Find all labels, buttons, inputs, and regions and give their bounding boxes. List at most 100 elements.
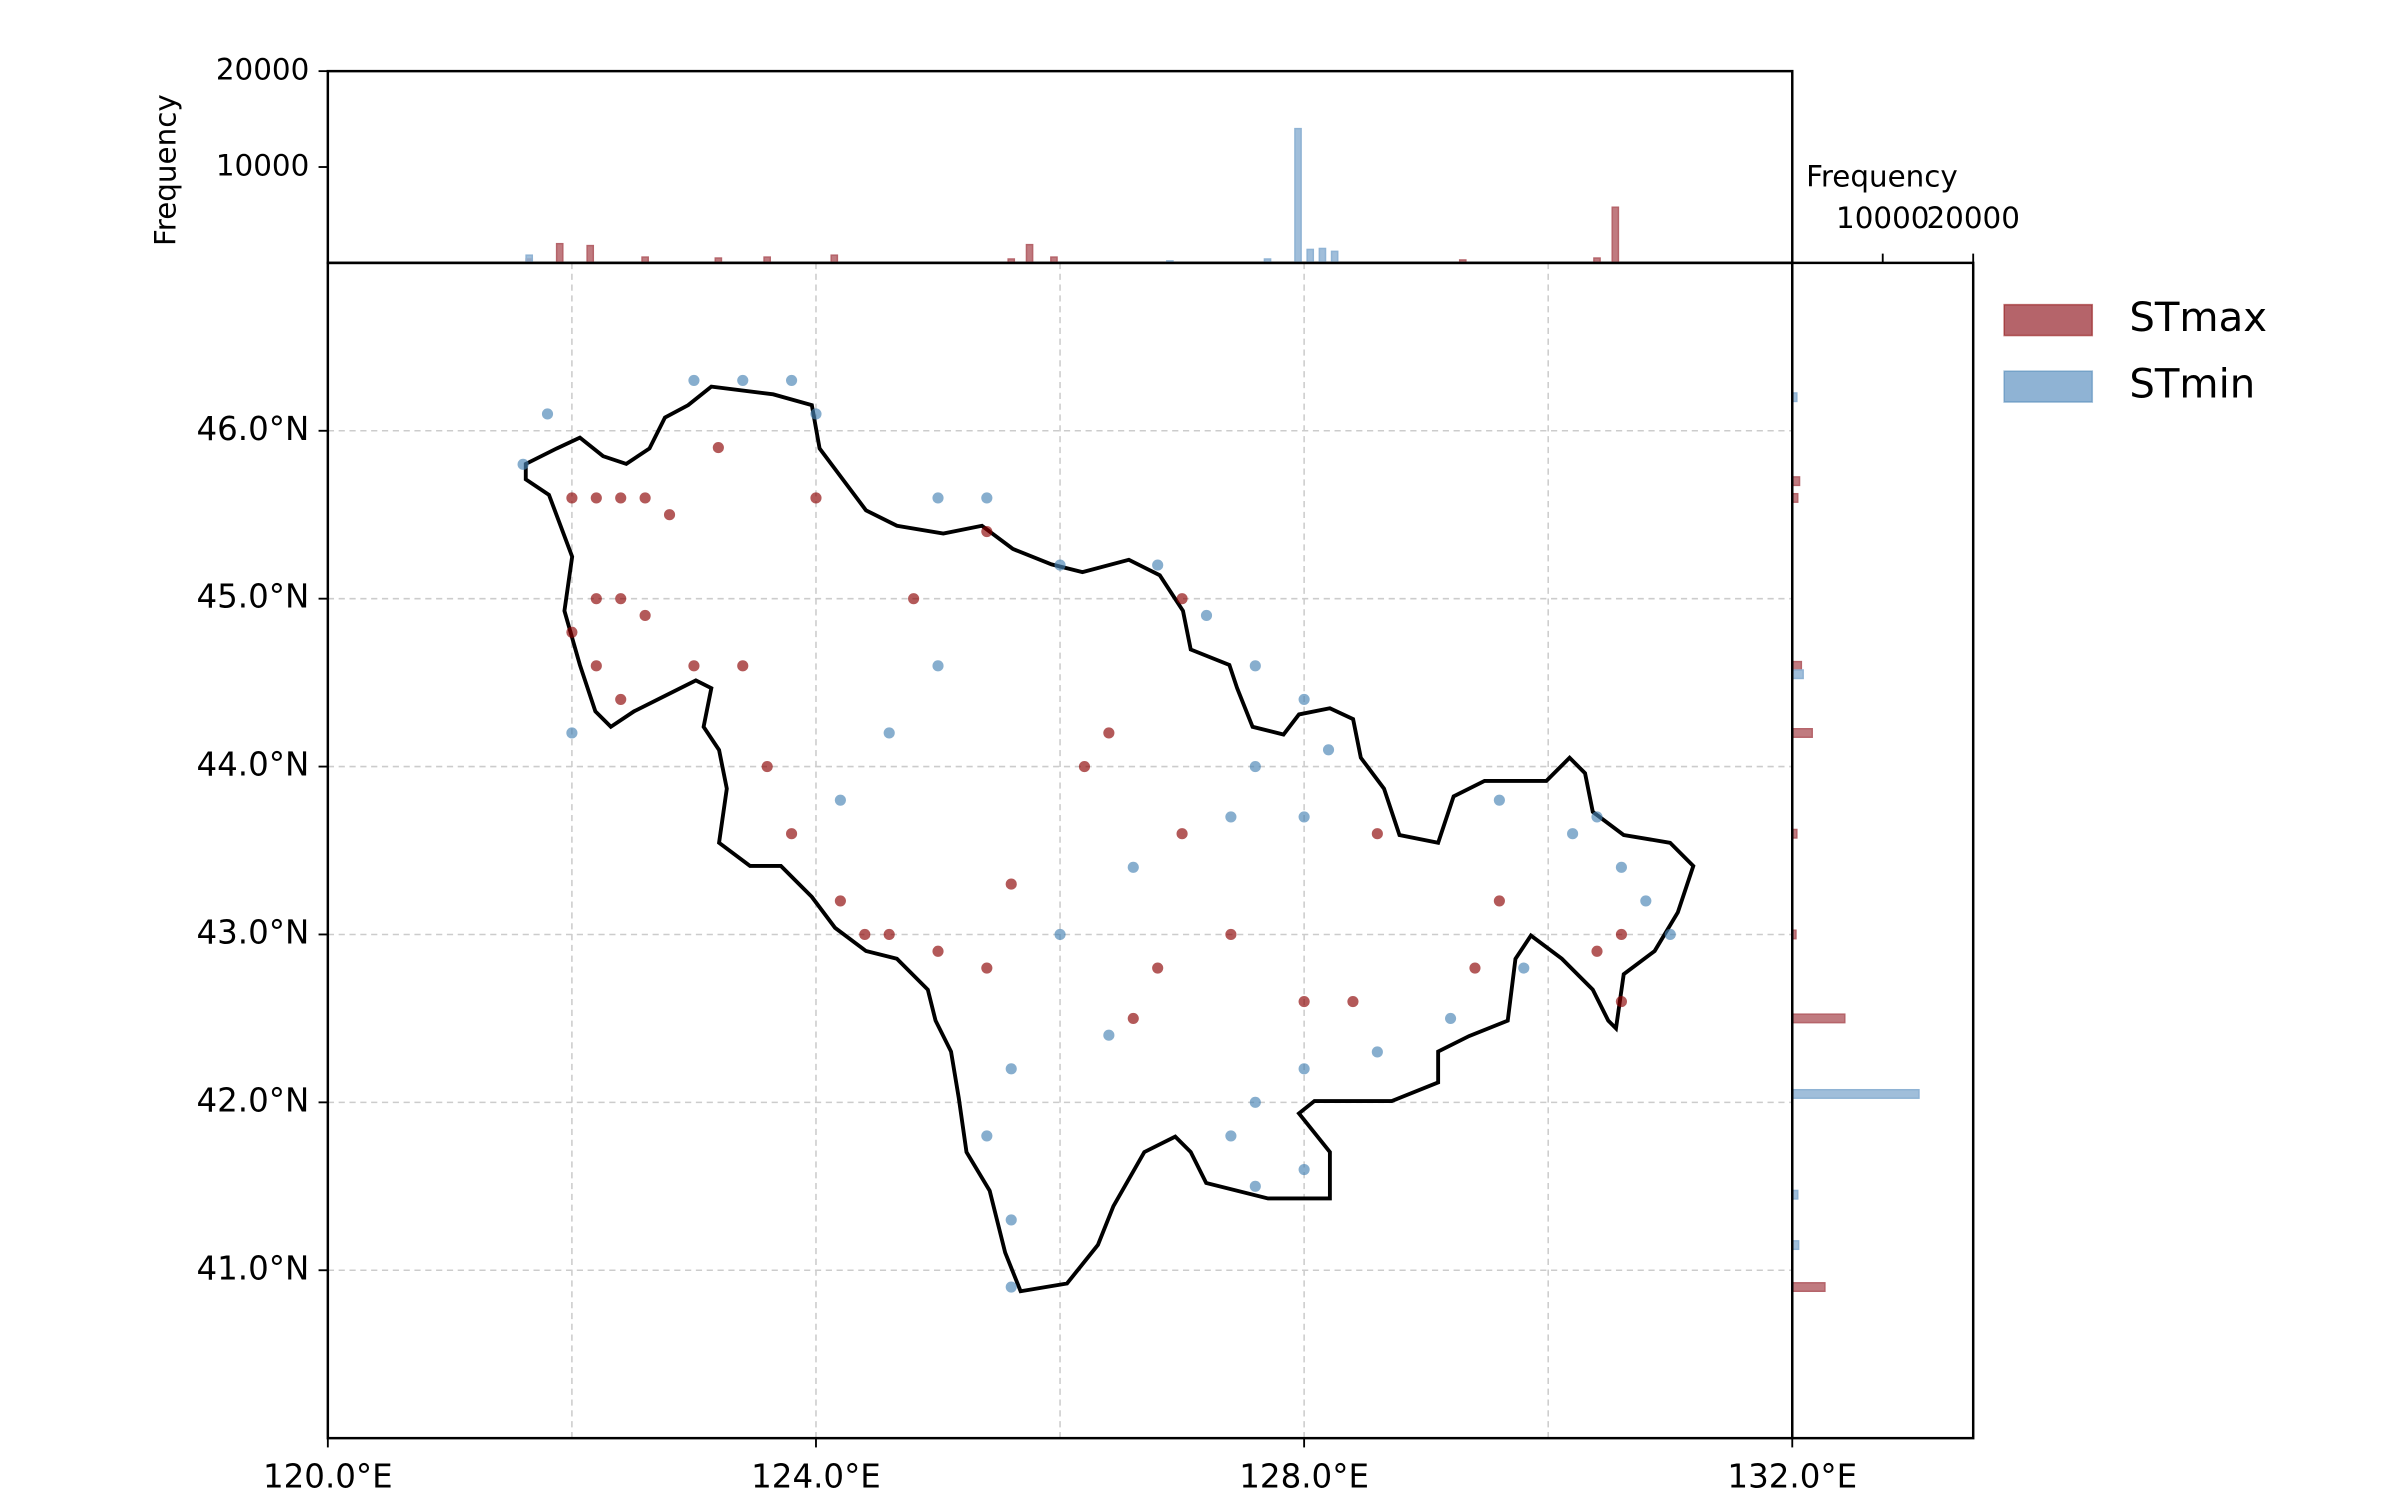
x-tick-label: 10000: [1836, 201, 1929, 235]
scatter-point: [566, 626, 578, 638]
histogram-bar: [1791, 1088, 1920, 1099]
x-tick-label: 132.0°E: [1727, 1457, 1857, 1495]
scatter-point: [1591, 945, 1603, 957]
scatter-point: [1615, 928, 1627, 941]
scatter-point: [737, 660, 749, 672]
scatter-point: [1322, 744, 1335, 756]
scatter-point: [1298, 693, 1310, 705]
scatter-point: [810, 408, 822, 420]
legend-swatch: [2003, 370, 2094, 403]
x-tick-label: 128.0°E: [1239, 1457, 1369, 1495]
x-tick-label: 124.0°E: [751, 1457, 881, 1495]
scatter-point: [590, 492, 602, 504]
legend-swatch: [2003, 303, 2094, 337]
scatter-point: [1664, 928, 1676, 941]
histogram-bar: [1318, 247, 1327, 264]
scatter-point: [1005, 1281, 1017, 1293]
scatter-point: [1518, 962, 1530, 974]
scatter-point: [1103, 1029, 1115, 1041]
x-tick-label: 120.0°E: [263, 1457, 393, 1495]
scatter-point: [1469, 962, 1481, 974]
histogram-bar: [1306, 248, 1315, 264]
scatter-point: [859, 928, 871, 941]
scatter-point: [1225, 928, 1237, 941]
scatter-point: [541, 408, 554, 420]
scatter-point: [1054, 559, 1066, 571]
histogram-bar: [1791, 1282, 1826, 1293]
scatter-point: [566, 492, 578, 504]
scatter-point: [615, 492, 627, 504]
scatter-point: [1152, 559, 1164, 571]
scatter-point: [1127, 861, 1139, 873]
scatter-point: [1493, 895, 1505, 907]
y-tick-label: 42.0°N: [196, 1081, 309, 1119]
histogram-bar: [555, 242, 564, 264]
y-tick-label: 44.0°N: [196, 746, 309, 784]
scatter-point: [883, 727, 895, 739]
scatter-point: [1054, 928, 1066, 941]
scatter-point: [688, 660, 700, 672]
scatter-point: [1615, 996, 1627, 1008]
x-axis-label: Frequency: [1806, 159, 1958, 193]
x-tick-label: 20000: [1926, 201, 2019, 235]
histogram-bar: [586, 244, 595, 264]
histogram-bar: [1025, 243, 1034, 264]
scatter-point: [1005, 878, 1017, 890]
y-axis-label: Frequency: [149, 94, 183, 246]
scatter-point: [1615, 861, 1627, 873]
scatter-point: [1005, 1214, 1017, 1226]
scatter-point: [1249, 1180, 1261, 1192]
scatter-point: [883, 928, 895, 941]
scatter-point: [590, 593, 602, 605]
histogram-bar: [1791, 669, 1804, 680]
scatter-point: [1249, 660, 1261, 672]
plot-frame: [326, 69, 1794, 265]
histogram-bar: [1330, 250, 1339, 264]
plot-frame: [1791, 261, 1975, 1440]
scatter-point: [981, 492, 993, 504]
scatter-point: [663, 509, 676, 521]
scatter-point: [932, 660, 944, 672]
histogram-bar: [1294, 127, 1302, 264]
scatter-point: [737, 374, 749, 386]
legend-label: STmin: [2129, 362, 2255, 408]
scatter-point: [639, 492, 651, 504]
histogram-bar: [1791, 1013, 1846, 1024]
scatter-point: [1176, 828, 1188, 840]
scatter-point: [1640, 895, 1652, 907]
scatter-point: [786, 374, 798, 386]
scatter-point: [1493, 794, 1505, 806]
scatter-point: [1371, 1046, 1383, 1058]
y-tick-label: 46.0°N: [196, 410, 309, 448]
y-tick-label: 43.0°N: [196, 913, 309, 951]
scatter-point: [932, 945, 944, 957]
y-tick-label: 20000: [216, 53, 309, 87]
scatter-point: [1298, 996, 1310, 1008]
scatter-point: [712, 442, 724, 454]
scatter-point: [834, 794, 846, 806]
scatter-point: [615, 593, 627, 605]
scatter-point: [566, 727, 578, 739]
scatter-point: [834, 895, 846, 907]
scatter-point: [1078, 761, 1091, 773]
scatter-point: [1176, 593, 1188, 605]
scatter-point: [786, 828, 798, 840]
y-tick-label: 41.0°N: [196, 1249, 309, 1287]
scatter-point: [590, 660, 602, 672]
scatter-point: [615, 693, 627, 705]
scatter-point: [1591, 811, 1603, 823]
scatter-point: [810, 492, 822, 504]
scatter-point: [981, 962, 993, 974]
y-tick-label: 45.0°N: [196, 578, 309, 616]
scatter-point: [1103, 727, 1115, 739]
legend-label: STmax: [2129, 295, 2267, 341]
scatter-point: [639, 609, 651, 622]
scatter-point: [1225, 811, 1237, 823]
scatter-point: [517, 458, 529, 470]
region-boundary: [523, 384, 1696, 1294]
scatter-point: [1249, 1096, 1261, 1108]
scatter-point: [1298, 811, 1310, 823]
scatter-point: [981, 1130, 993, 1142]
scatter-point: [908, 593, 920, 605]
